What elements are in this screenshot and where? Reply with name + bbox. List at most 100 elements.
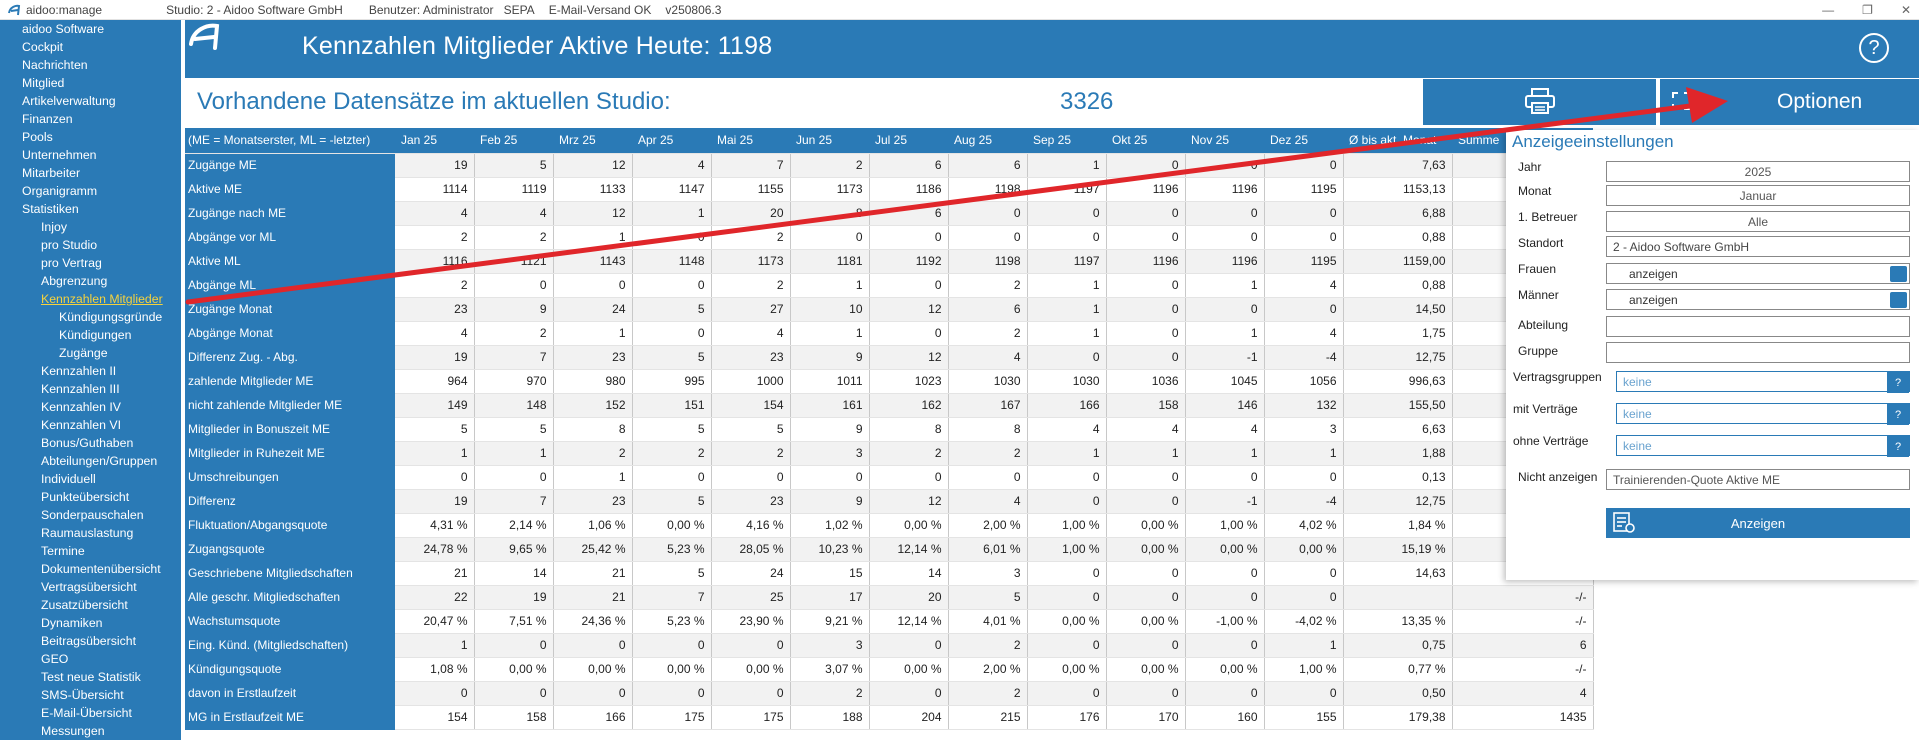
column-header[interactable]: Ø bis akt. Monat	[1343, 128, 1452, 154]
column-header[interactable]: Mrz 25	[553, 128, 632, 154]
restore-icon[interactable]: ❐	[1862, 3, 1873, 17]
sidebar-item[interactable]: Sonderpauschalen	[41, 508, 144, 522]
table-cell: 160	[1185, 705, 1265, 730]
table-row: MG in Erstlaufzeit ME 154 158 166 175 175 188 2…	[185, 705, 1594, 730]
column-header[interactable]: Jul 25	[869, 128, 948, 154]
men-checkbox-field[interactable]: anzeigen	[1606, 289, 1910, 310]
table-cell: -/-	[1452, 657, 1594, 682]
sidebar-item[interactable]: Statistiken	[22, 202, 79, 216]
sidebar-item[interactable]: Messungen	[41, 724, 105, 738]
help-icon[interactable]: ?	[1859, 33, 1889, 63]
sidebar-item[interactable]: Nachrichten	[22, 58, 88, 72]
sidebar-item[interactable]: GEO	[41, 652, 69, 666]
sidebar-item[interactable]: Kündigungen	[59, 328, 132, 342]
without-contracts-field[interactable]: keine ?	[1616, 435, 1910, 457]
column-header[interactable]: Nov 25	[1185, 128, 1264, 154]
year-select[interactable]: 2025	[1606, 161, 1910, 182]
column-header[interactable]: Jun 25	[790, 128, 869, 154]
sidebar-item[interactable]: Kündigungsgründe	[59, 310, 163, 324]
sidebar-item[interactable]: Kennzahlen II	[41, 364, 117, 378]
table-cell: 5,23 %	[632, 609, 712, 634]
sidebar-item[interactable]: pro Studio	[41, 238, 98, 252]
column-header[interactable]: Aug 25	[948, 128, 1027, 154]
sidebar-item[interactable]: Vertragsübersicht	[41, 580, 137, 594]
table-cell: 0	[1027, 465, 1107, 490]
sidebar-item[interactable]: Dokumentenübersicht	[41, 562, 161, 576]
sidebar-item[interactable]: Punkteübersicht	[41, 490, 130, 504]
table-cell: 151	[632, 393, 712, 418]
column-header[interactable]: Okt 25	[1106, 128, 1185, 154]
men-checkbox[interactable]	[1890, 292, 1907, 308]
department-select[interactable]	[1606, 316, 1910, 337]
column-header[interactable]: Feb 25	[474, 128, 553, 154]
sidebar-item[interactable]: Abteilungen/Gruppen	[41, 454, 158, 468]
month-select[interactable]: Januar	[1606, 185, 1910, 206]
contract-groups-help-icon[interactable]: ?	[1887, 372, 1909, 393]
sidebar-item[interactable]: Beitragsübersicht	[41, 634, 137, 648]
table-cell: 14,63	[1343, 561, 1453, 586]
sidebar-item[interactable]: Kennzahlen VI	[41, 418, 121, 432]
table-cell: 0	[869, 465, 949, 490]
column-header[interactable]: Dez 25	[1264, 128, 1343, 154]
show-button[interactable]: Anzeigen	[1606, 508, 1910, 538]
sidebar-item[interactable]: Zusatzübersicht	[41, 598, 128, 612]
print-button[interactable]	[1423, 79, 1656, 125]
sidebar-item[interactable]: Pools	[22, 130, 53, 144]
close-icon[interactable]: ✕	[1900, 3, 1911, 17]
column-header[interactable]: Apr 25	[632, 128, 711, 154]
sidebar-item[interactable]: Abgrenzung	[41, 274, 108, 288]
options-button[interactable]: Optionen	[1660, 79, 1919, 125]
trainer-select[interactable]: Alle	[1606, 211, 1910, 232]
group-select[interactable]	[1606, 342, 1910, 363]
sidebar-item[interactable]: E-Mail-Übersicht	[41, 706, 132, 720]
table-cell: 0	[1264, 201, 1344, 226]
women-checkbox[interactable]	[1890, 266, 1907, 282]
column-header[interactable]: Mai 25	[711, 128, 790, 154]
sidebar-item[interactable]: Dynamiken	[41, 616, 103, 630]
sidebar-item[interactable]: Mitarbeiter	[22, 166, 81, 180]
sidebar-item[interactable]: Kennzahlen III	[41, 382, 120, 396]
table-cell: 995	[632, 369, 712, 394]
sidebar-item[interactable]: SMS-Übersicht	[41, 688, 124, 702]
sidebar-item[interactable]: Unternehmen	[22, 148, 97, 162]
location-select[interactable]: 2 - Aidoo Software GmbH	[1606, 236, 1910, 257]
email-status: E-Mail-Versand OK	[548, 2, 652, 17]
table-cell: 12,75	[1343, 345, 1453, 370]
table-cell: 1195	[1264, 249, 1344, 274]
sidebar-item[interactable]: Injoy	[41, 220, 67, 234]
sidebar-item[interactable]: pro Vertrag	[41, 256, 102, 270]
sidebar-item[interactable]: Bonus/Guthaben	[41, 436, 134, 450]
table-cell: 158	[474, 705, 554, 730]
sidebar-item[interactable]: Termine	[41, 544, 85, 558]
table-cell: 1	[632, 201, 712, 226]
table-cell: 0	[1185, 681, 1265, 706]
sidebar-item[interactable]: Kennzahlen Mitglieder	[41, 292, 163, 306]
table-cell: 167	[948, 393, 1028, 418]
table-cell: 1133	[553, 177, 633, 202]
hide-select[interactable]: Trainierenden-Quote Aktive ME	[1606, 469, 1910, 490]
sidebar-item[interactable]: Organigramm	[22, 184, 98, 198]
sidebar-item[interactable]: Cockpit	[22, 40, 64, 54]
table-cell: 1	[790, 321, 870, 346]
sidebar-item[interactable]: Finanzen	[22, 112, 73, 126]
sidebar-item[interactable]: Mitglied	[22, 76, 65, 90]
column-header[interactable]: Jan 25	[395, 128, 474, 154]
sidebar-item[interactable]: Raumauslastung	[41, 526, 134, 540]
printer-icon	[1524, 87, 1556, 117]
without-contracts-help-icon[interactable]: ?	[1887, 436, 1909, 457]
women-checkbox-field[interactable]: anzeigen	[1606, 263, 1910, 284]
with-contracts-field[interactable]: keine ?	[1616, 403, 1910, 425]
sidebar-item[interactable]: Zugänge	[59, 346, 108, 360]
sidebar-item[interactable]: Kennzahlen IV	[41, 400, 121, 414]
sidebar-item[interactable]: aidoo Software	[22, 22, 105, 36]
table-cell: 0	[1106, 225, 1186, 250]
sidebar-item[interactable]: Artikelverwaltung	[22, 94, 116, 108]
sidebar-item[interactable]: Test neue Statistik	[41, 670, 141, 684]
contract-groups-field[interactable]: keine ?	[1616, 371, 1910, 393]
table-cell: 0	[553, 273, 633, 298]
sidebar-item[interactable]: Individuell	[41, 472, 96, 486]
with-contracts-help-icon[interactable]: ?	[1887, 404, 1909, 425]
column-header[interactable]: Sep 25	[1027, 128, 1106, 154]
table-cell: 1036	[1106, 369, 1186, 394]
minimize-icon[interactable]: —	[1822, 3, 1835, 17]
